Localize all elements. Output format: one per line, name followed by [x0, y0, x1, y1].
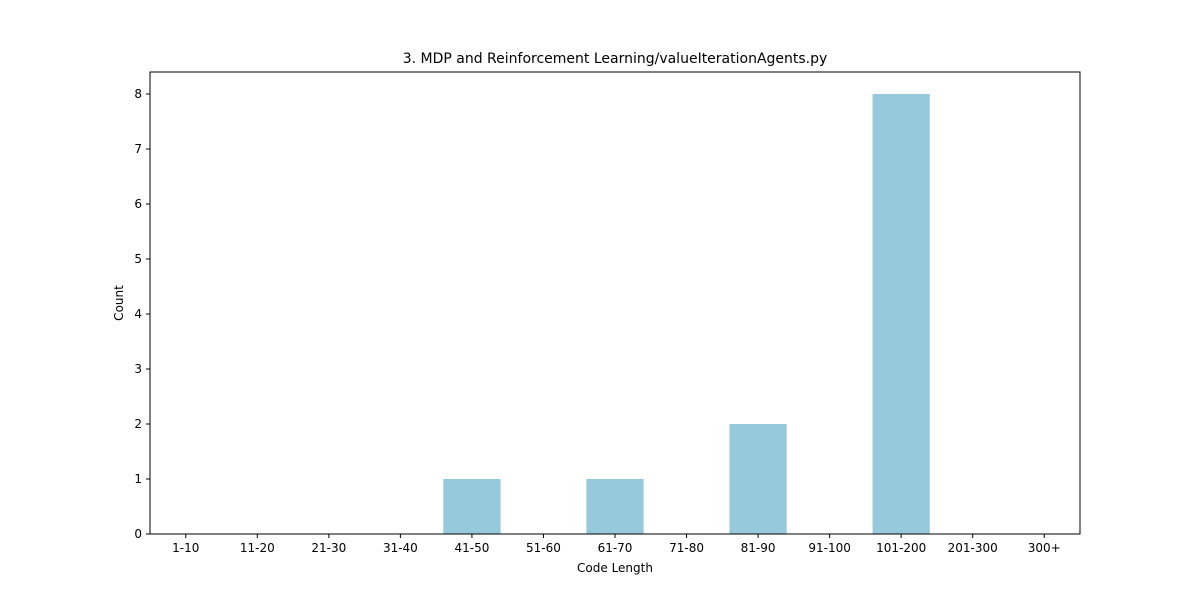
- x-tick-label: 71-80: [669, 541, 704, 555]
- y-tick-label: 8: [134, 87, 142, 101]
- x-tick-label: 300+: [1028, 541, 1061, 555]
- y-tick-label: 4: [134, 307, 142, 321]
- x-axis-title: Code Length: [577, 561, 653, 575]
- x-tick-label: 11-20: [240, 541, 275, 555]
- bar-41-50: [443, 479, 501, 534]
- x-tick-label: 81-90: [741, 541, 776, 555]
- y-tick-label: 5: [134, 252, 142, 266]
- bars-layer: [443, 94, 930, 534]
- x-axis-ticks: 1-10 11-20 21-30 31-40 41-50 51-60 61-70 71-80 8…: [172, 534, 1061, 555]
- y-tick-label: 7: [134, 142, 142, 156]
- y-tick-label: 2: [134, 417, 142, 431]
- x-tick-label: 1-10: [172, 541, 199, 555]
- y-axis-title: Count: [112, 285, 126, 321]
- bar-61-70: [586, 479, 644, 534]
- x-tick-label: 41-50: [454, 541, 489, 555]
- x-tick-label: 201-300: [948, 541, 998, 555]
- x-tick-label: 91-100: [808, 541, 851, 555]
- y-tick-label: 1: [134, 472, 142, 486]
- y-axis-ticks: 0 1 2 3 4 5 6 7 8: [134, 87, 150, 541]
- chart-title: 3. MDP and Reinforcement Learning/valueI…: [403, 51, 828, 67]
- y-tick-label: 6: [134, 197, 142, 211]
- y-tick-label: 3: [134, 362, 142, 376]
- y-tick-label: 0: [134, 527, 142, 541]
- x-tick-label: 21-30: [311, 541, 346, 555]
- bar-101-200: [872, 94, 930, 534]
- bar-81-90: [729, 424, 787, 534]
- plot-frame: [149, 71, 1081, 535]
- x-tick-label: 51-60: [526, 541, 561, 555]
- x-tick-label: 61-70: [598, 541, 633, 555]
- x-tick-label: 31-40: [383, 541, 418, 555]
- x-tick-label: 101-200: [876, 541, 926, 555]
